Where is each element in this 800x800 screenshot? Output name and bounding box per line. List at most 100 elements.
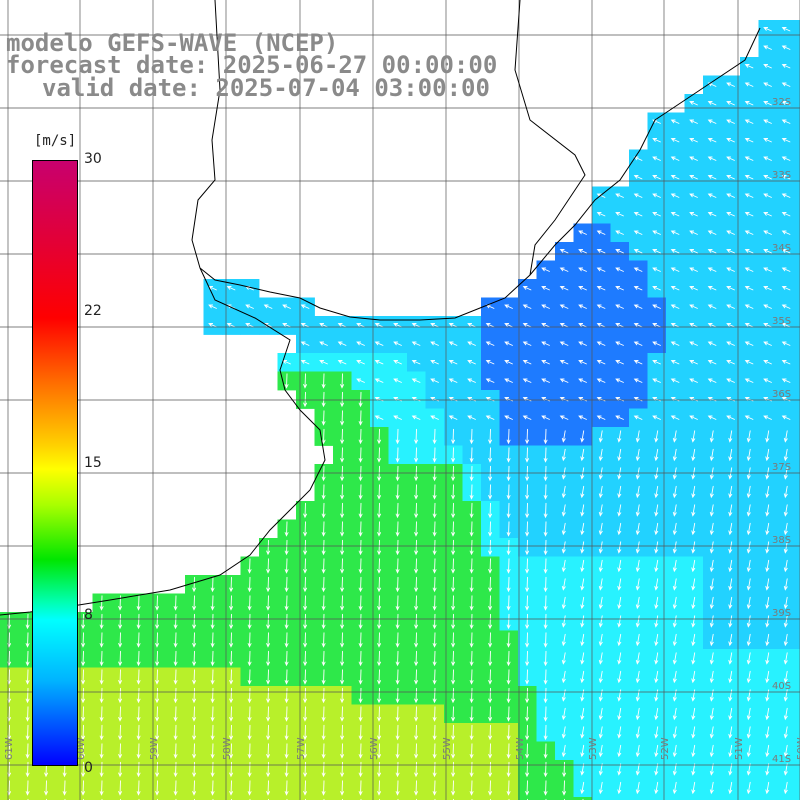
wind-arrow (414, 539, 419, 556)
wind-arrow (670, 230, 680, 235)
wind-arrow (672, 689, 677, 702)
wind-arrow (746, 522, 751, 536)
wind-arrow (522, 286, 532, 291)
wind-arrow (393, 341, 402, 346)
wind-arrow (377, 558, 382, 574)
wind-arrow (635, 430, 640, 443)
wind-arrow (340, 447, 345, 463)
wind-arrow (596, 230, 606, 235)
wind-arrow (728, 485, 733, 499)
wind-arrow (358, 669, 363, 685)
wind-arrow (598, 781, 603, 795)
wind-arrow (543, 706, 548, 722)
wind-arrow (136, 761, 141, 778)
wind-arrow (488, 484, 493, 500)
wind-arrow (633, 249, 643, 254)
wind-arrow (763, 212, 772, 217)
wind-cell (795, 205, 800, 224)
wind-arrow (411, 415, 421, 420)
wind-arrow (525, 576, 530, 593)
wind-arrow (726, 175, 735, 180)
wind-arrow (451, 687, 456, 704)
wind-arrow (118, 706, 123, 722)
wind-arrow (728, 689, 733, 702)
wind-arrow (744, 304, 754, 309)
wind-arrow (506, 780, 511, 796)
wind-arrow (580, 726, 585, 739)
colorbar-tick-30: 30 (84, 151, 102, 167)
wind-arrow (670, 360, 680, 365)
wind-arrow (783, 726, 788, 739)
wind-cell (795, 168, 800, 187)
wind-arrow (672, 615, 677, 628)
wind-arrow (709, 578, 714, 591)
lat-label: 38S (772, 535, 791, 546)
wind-arrow (488, 595, 493, 611)
wind-arrow (744, 82, 754, 87)
wind-arrow (340, 780, 345, 796)
wind-cell (795, 38, 800, 58)
wind-arrow (469, 669, 474, 685)
wind-arrow (617, 707, 622, 721)
wind-arrow (303, 761, 308, 778)
wind-arrow (395, 687, 400, 704)
wind-arrow (414, 632, 419, 648)
wind-cell (55, 797, 75, 800)
wind-arrow (411, 360, 421, 365)
wind-arrow (432, 484, 437, 500)
wind-arrow (783, 744, 788, 758)
wind-arrow (707, 304, 717, 309)
wind-arrow (247, 724, 252, 741)
wind-arrow (432, 743, 437, 759)
wind-arrow (728, 504, 733, 517)
wind-cell (795, 260, 800, 280)
wind-arrow (504, 415, 513, 420)
wind-arrow (709, 744, 714, 758)
wind-arrow (689, 212, 698, 217)
border-line (191, 0, 221, 269)
wind-arrow (469, 761, 474, 778)
wind-arrow (99, 743, 104, 759)
wind-arrow (506, 632, 511, 648)
wind-arrow (654, 744, 659, 758)
wind-arrow (395, 484, 400, 500)
wind-arrow (781, 249, 791, 254)
wind-arrow (654, 578, 659, 591)
wind-arrow (744, 341, 754, 346)
wind-arrow (691, 559, 696, 573)
wind-arrow (691, 726, 696, 739)
wind-cell (610, 797, 630, 800)
wind-arrow (210, 576, 215, 593)
wind-arrow (726, 360, 735, 365)
wind-cell (795, 704, 800, 724)
colorbar-tick-8: 8 (84, 607, 93, 623)
wind-arrow (746, 763, 751, 776)
wind-arrow (652, 175, 661, 180)
wind-arrow (340, 410, 345, 426)
wind-arrow (414, 595, 419, 611)
wind-arrow (561, 744, 566, 758)
wind-arrow (525, 484, 530, 500)
wind-arrow (763, 378, 772, 383)
wind-arrow (746, 559, 751, 573)
wind-arrow (726, 101, 735, 106)
wind-arrow (488, 539, 493, 556)
lon-label: 59W (149, 737, 160, 760)
wind-cell (314, 797, 334, 800)
wind-arrow (559, 286, 569, 291)
wind-arrow (432, 632, 437, 648)
wind-arrow (340, 502, 345, 519)
wind-arrow (525, 632, 530, 648)
wind-arrow (543, 539, 548, 556)
wind-arrow (543, 650, 548, 667)
wind-arrow (617, 504, 622, 517)
wind-cell (795, 797, 800, 800)
wind-arrow (783, 763, 788, 776)
wind-arrow (672, 430, 677, 443)
wind-arrow (99, 669, 104, 685)
wind-arrow (763, 249, 772, 254)
wind-arrow (691, 448, 696, 462)
wind-arrow (414, 558, 419, 574)
wind-arrow (303, 613, 308, 630)
